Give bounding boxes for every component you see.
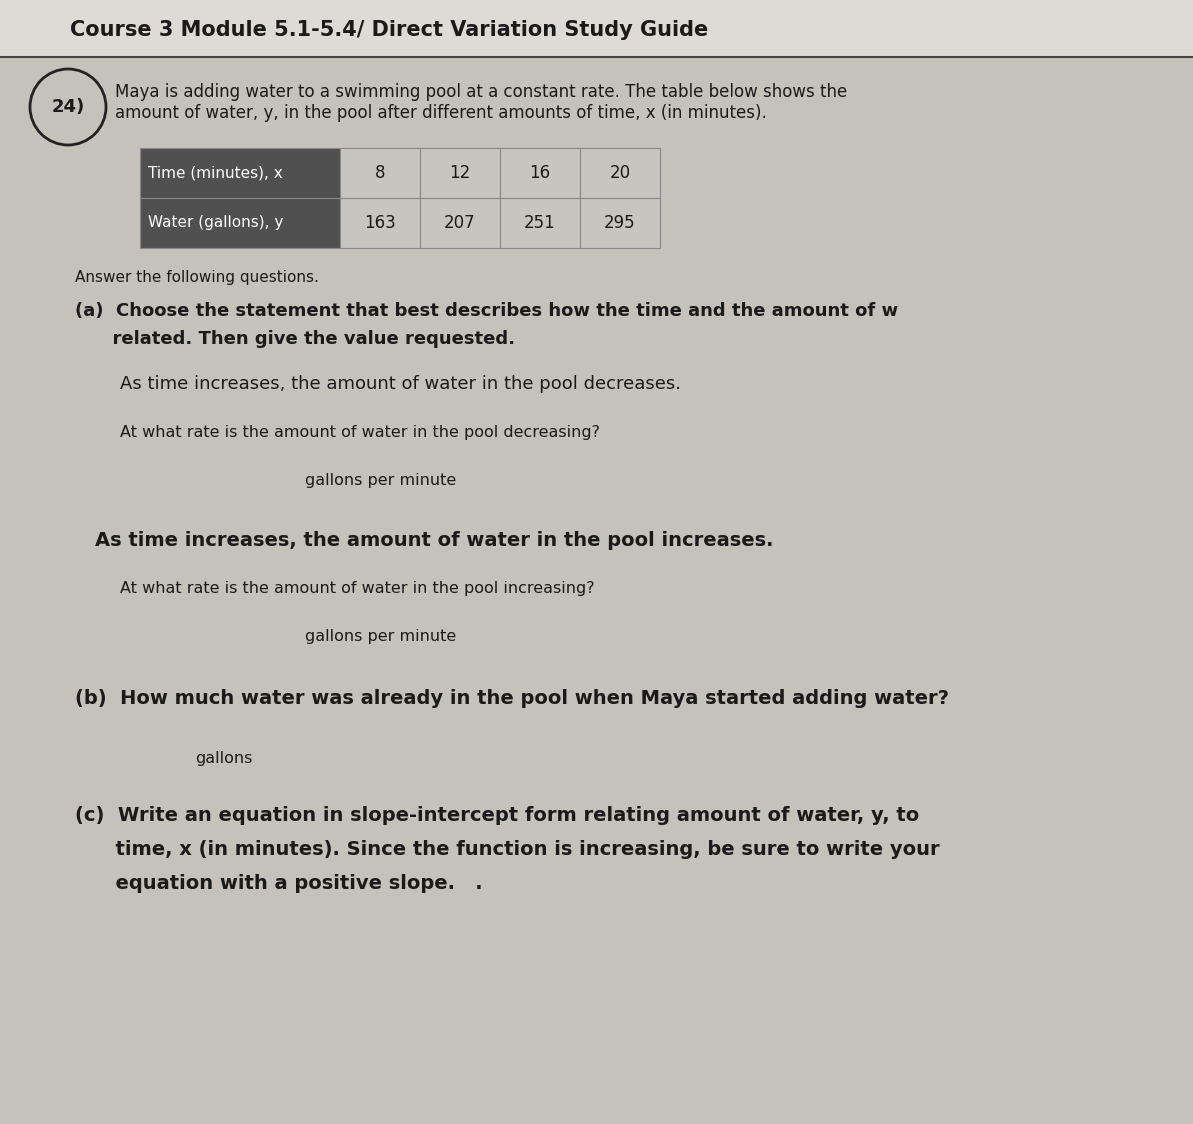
Bar <box>580 148 660 198</box>
Text: (a)  Choose the statement that best describes how the time and the amount of w: (a) Choose the statement that best descr… <box>75 302 898 320</box>
Text: gallons: gallons <box>194 751 253 765</box>
Text: equation with a positive slope.   .: equation with a positive slope. . <box>75 874 483 892</box>
Text: 24): 24) <box>51 98 85 116</box>
Text: Water (gallons), y: Water (gallons), y <box>148 216 284 230</box>
Text: 207: 207 <box>444 214 476 232</box>
Text: gallons per minute: gallons per minute <box>305 473 456 488</box>
Text: 251: 251 <box>524 214 556 232</box>
Text: 16: 16 <box>530 164 550 182</box>
Text: 8: 8 <box>375 164 385 182</box>
Text: At what rate is the amount of water in the pool decreasing?: At what rate is the amount of water in t… <box>120 425 600 439</box>
Text: At what rate is the amount of water in the pool increasing?: At what rate is the amount of water in t… <box>120 581 594 596</box>
Text: Time (minutes), x: Time (minutes), x <box>148 165 283 181</box>
Text: gallons per minute: gallons per minute <box>305 629 456 644</box>
Bar <box>140 148 340 198</box>
Text: Maya is adding water to a swimming pool at a constant rate. The table below show: Maya is adding water to a swimming pool … <box>115 83 847 101</box>
Bar <box>420 198 500 248</box>
Text: As time increases, the amount of water in the pool increases.: As time increases, the amount of water i… <box>95 531 773 550</box>
Bar <box>420 148 500 198</box>
Bar <box>580 198 660 248</box>
Bar <box>340 148 420 198</box>
Text: time, x (in minutes). Since the function is increasing, be sure to write your: time, x (in minutes). Since the function… <box>75 840 940 859</box>
Bar <box>0 0 1193 57</box>
Text: (c)  Write an equation in slope-intercept form relating amount of water, y, to: (c) Write an equation in slope-intercept… <box>75 806 920 825</box>
Bar <box>500 148 580 198</box>
Bar <box>340 198 420 248</box>
Text: As time increases, the amount of water in the pool decreases.: As time increases, the amount of water i… <box>120 375 681 393</box>
Text: related. Then give the value requested.: related. Then give the value requested. <box>75 330 515 348</box>
Text: (b)  How much water was already in the pool when Maya started adding water?: (b) How much water was already in the po… <box>75 689 948 708</box>
Text: Answer the following questions.: Answer the following questions. <box>75 270 319 285</box>
Text: 12: 12 <box>450 164 470 182</box>
Bar <box>140 198 340 248</box>
Text: Course 3 Module 5.1-5.4/ Direct Variation Study Guide: Course 3 Module 5.1-5.4/ Direct Variatio… <box>70 20 709 40</box>
Text: 295: 295 <box>604 214 636 232</box>
Text: 163: 163 <box>364 214 396 232</box>
Bar <box>500 198 580 248</box>
Text: amount of water, y, in the pool after different amounts of time, x (in minutes).: amount of water, y, in the pool after di… <box>115 105 767 123</box>
Text: 20: 20 <box>610 164 631 182</box>
